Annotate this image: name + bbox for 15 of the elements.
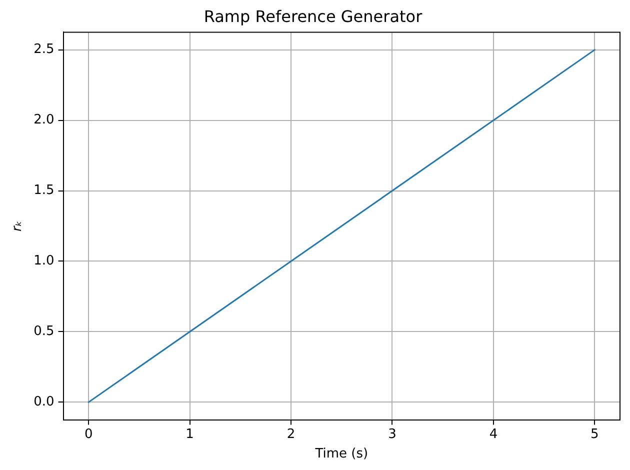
- chart-title: Ramp Reference Generator: [204, 6, 423, 26]
- y-tick-label: 0.0: [34, 394, 54, 410]
- y-tick-label: 0.5: [34, 324, 54, 340]
- x-tick-label: 5: [590, 426, 599, 442]
- x-tick-label: 1: [186, 426, 194, 442]
- y-tick-label: 1.5: [34, 183, 54, 198]
- y-tick-label: 2.0: [34, 112, 54, 128]
- x-tick-label: 2: [286, 426, 296, 442]
- x-axis-title: Time (s): [314, 446, 368, 462]
- y-tick-label: 2.5: [34, 42, 54, 58]
- y-tick-label: 1.0: [34, 254, 54, 269]
- y-axis-title: rₖ: [10, 220, 26, 232]
- x-tick-label: 3: [388, 426, 396, 442]
- x-tick-label: 4: [489, 426, 498, 442]
- x-tick-label: 0: [84, 426, 93, 442]
